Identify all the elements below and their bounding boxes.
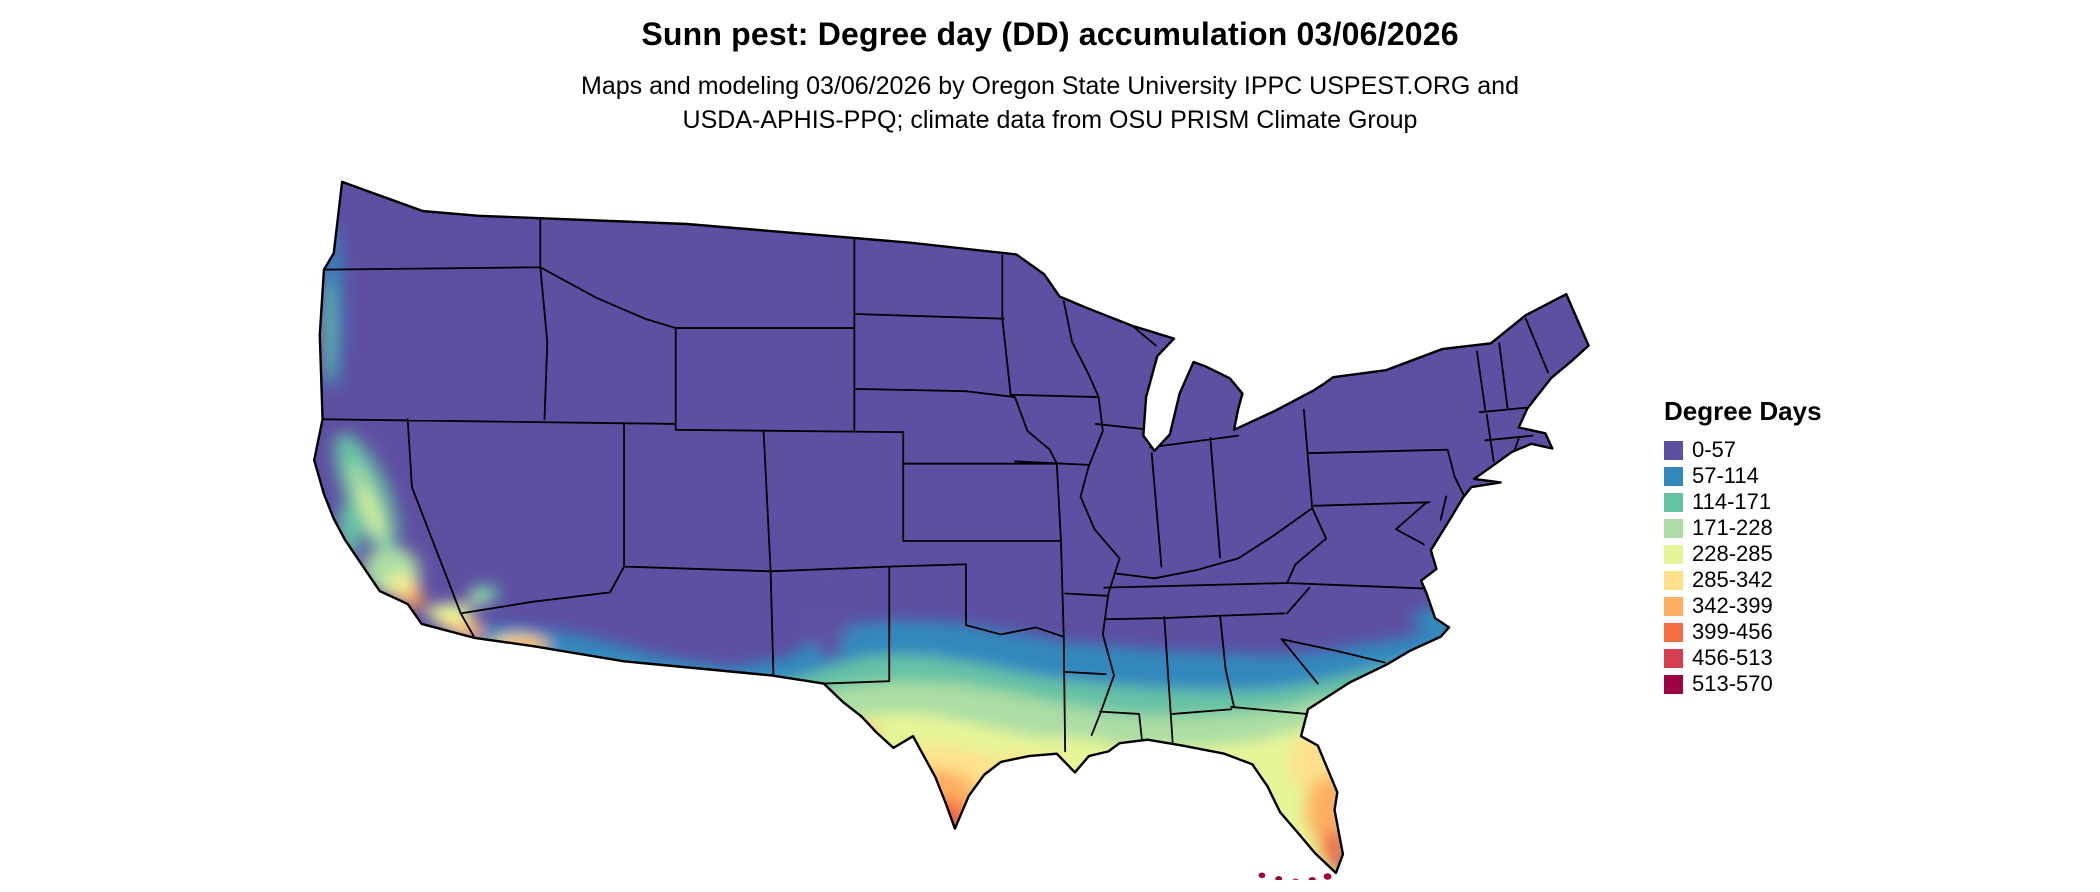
legend-label: 513-570	[1692, 671, 1773, 696]
legend-label: 456-513	[1692, 645, 1773, 670]
figure-subtitle: Maps and modeling 03/06/2026 by Oregon S…	[0, 69, 2100, 137]
us-degree-day-map	[310, 155, 1650, 880]
legend-label: 228-285	[1692, 541, 1773, 566]
legend-item: 399-456	[1664, 619, 1822, 645]
legend-item: 285-342	[1664, 567, 1822, 593]
legend-swatch	[1664, 596, 1683, 616]
legend-label: 171-228	[1692, 515, 1773, 540]
page-title: Sunn pest: Degree day (DD) accumulation …	[641, 16, 1459, 52]
legend-swatch	[1664, 674, 1683, 694]
legend-swatch	[1664, 544, 1683, 564]
legend-swatch	[1664, 518, 1683, 538]
us-map-svg	[310, 155, 1650, 880]
state-boundaries	[323, 213, 1564, 751]
degree-day-raster	[314, 181, 1589, 873]
subtitle-line-1: Maps and modeling 03/06/2026 by Oregon S…	[581, 72, 1519, 100]
legend: Degree Days 0-57 57-114 114-171 171-228 228-…	[1664, 396, 1822, 697]
legend-item: 57-114	[1664, 463, 1822, 489]
legend-swatch	[1664, 570, 1683, 590]
legend-label: 285-342	[1692, 567, 1773, 592]
legend-swatch	[1664, 440, 1683, 460]
legend-swatch	[1664, 648, 1683, 668]
legend-label: 0-57	[1692, 437, 1737, 462]
figure-header: Sunn pest: Degree day (DD) accumulation …	[0, 16, 2100, 137]
legend-item: 114-171	[1664, 489, 1822, 515]
subtitle-line-2: USDA-APHIS-PPQ; climate data from OSU PR…	[682, 106, 1418, 134]
florida-keys-dots	[1258, 872, 1332, 880]
legend-label: 114-171	[1692, 489, 1772, 514]
legend-item: 0-57	[1664, 437, 1822, 463]
legend-item: 456-513	[1664, 645, 1822, 671]
national-outline	[314, 182, 1588, 873]
legend-title: Degree Days	[1664, 396, 1822, 426]
legend-swatch	[1664, 622, 1683, 642]
legend-item: 171-228	[1664, 515, 1822, 541]
legend-item: 513-570	[1664, 671, 1822, 697]
legend-label: 342-399	[1692, 593, 1773, 618]
legend-label: 57-114	[1692, 463, 1759, 488]
legend-swatch	[1664, 492, 1683, 512]
legend-item: 228-285	[1664, 541, 1822, 567]
legend-label: 399-456	[1692, 619, 1773, 644]
legend-items: 0-57 57-114 114-171 171-228 228-285 285-342 34…	[1664, 437, 1822, 697]
legend-swatch	[1664, 466, 1683, 486]
legend-item: 342-399	[1664, 593, 1822, 619]
